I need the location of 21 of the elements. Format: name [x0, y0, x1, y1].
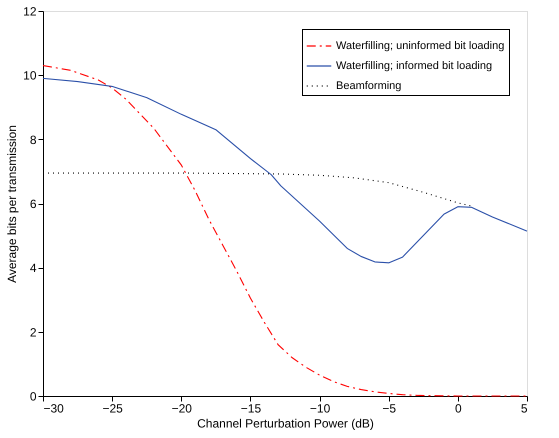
x-tick-label: −5: [382, 402, 396, 416]
x-tick-label: 0: [455, 402, 462, 416]
y-tick-label: 12: [23, 4, 37, 18]
legend-label: Beamforming: [336, 80, 402, 92]
x-tick-label: −30: [44, 402, 64, 416]
x-tick-label: −25: [102, 402, 124, 416]
x-tick-label: −10: [310, 402, 331, 416]
x-tick-label: −15: [240, 402, 262, 416]
x-axis-title: Channel Perturbation Power (dB): [197, 416, 374, 430]
y-tick-label: 8: [30, 132, 37, 147]
line-series: [42, 78, 528, 264]
y-tick-label: 2: [30, 325, 37, 340]
legend-label: Waterfilling; informed bit loading: [336, 60, 492, 72]
legend-label: Waterfilling; uninformed bit loading: [336, 40, 504, 52]
y-tick-label: 4: [30, 261, 37, 276]
y-tick-label: 6: [30, 197, 37, 211]
x-tick-label: 5: [520, 402, 528, 416]
y-axis-title: Average bits per transmission: [5, 125, 20, 283]
x-tick-label: −20: [172, 402, 192, 416]
y-tick-label: 0: [30, 390, 37, 404]
y-tick-label: 10: [23, 68, 37, 83]
